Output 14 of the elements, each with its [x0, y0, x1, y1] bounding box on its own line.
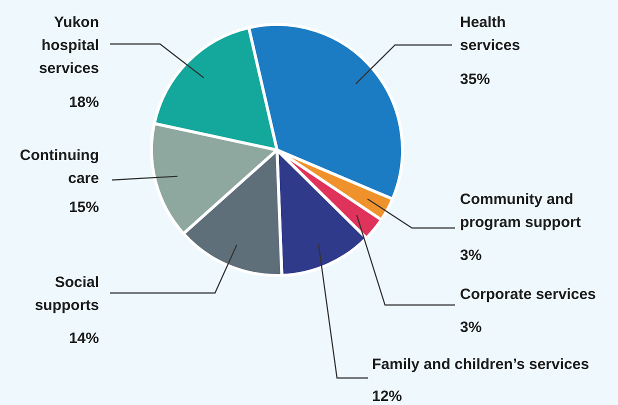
slice-label: Social supports	[34, 274, 99, 314]
data-label: 15%	[68, 199, 99, 216]
data-label: 14%	[68, 330, 99, 347]
slice-label: Community and program support	[460, 191, 581, 231]
slice-label: Family and children’s services	[372, 356, 590, 373]
slice-label: Yukon hospital services	[38, 14, 99, 77]
data-label: 3%	[460, 247, 482, 264]
data-label: 12%	[372, 388, 402, 405]
data-label: 35%	[460, 71, 490, 88]
slice-label: Health services	[460, 14, 520, 54]
slice-label: Continuing care	[20, 147, 99, 187]
data-label: 3%	[460, 319, 482, 336]
data-label: 18%	[68, 94, 99, 111]
slice-label: Corporate services	[460, 286, 596, 303]
